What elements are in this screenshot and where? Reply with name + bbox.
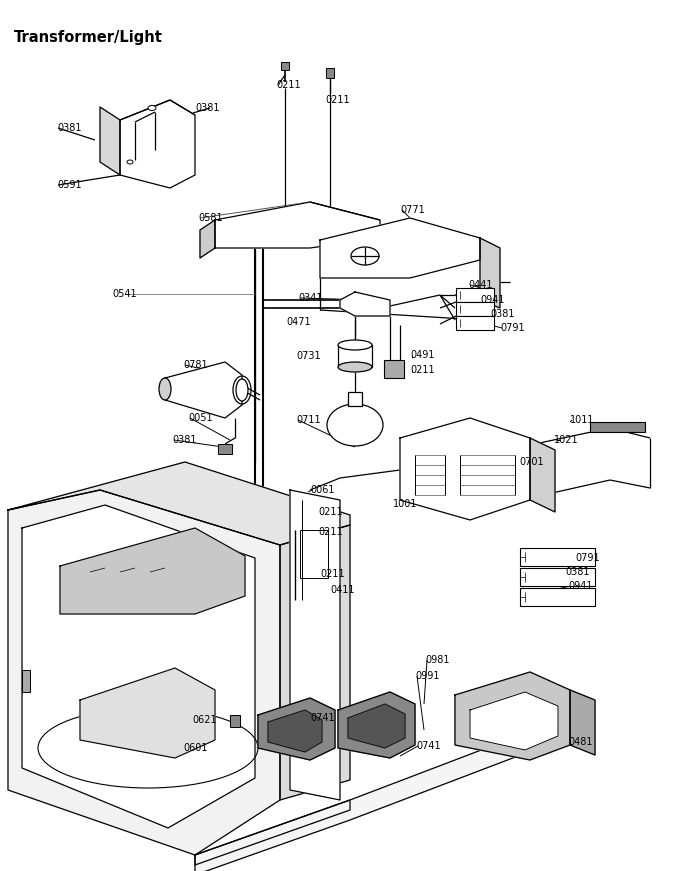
Bar: [22, 670, 30, 692]
Text: 0381: 0381: [195, 103, 220, 113]
Polygon shape: [320, 218, 480, 278]
Bar: [456, 302, 494, 316]
Bar: [230, 715, 240, 727]
Polygon shape: [338, 692, 415, 758]
Text: 0051: 0051: [188, 413, 213, 423]
Text: 0381: 0381: [172, 435, 197, 445]
Polygon shape: [258, 698, 335, 760]
Text: 0941: 0941: [480, 295, 505, 305]
Polygon shape: [100, 107, 120, 175]
Text: 1011: 1011: [570, 415, 594, 425]
Text: 0981: 0981: [425, 655, 449, 665]
Text: 0491: 0491: [410, 350, 435, 360]
Polygon shape: [340, 292, 390, 316]
Text: 0731: 0731: [296, 351, 321, 361]
Text: 0211: 0211: [276, 80, 301, 90]
Polygon shape: [8, 462, 350, 545]
Bar: [281, 62, 289, 70]
Bar: [384, 360, 404, 378]
Bar: [348, 392, 362, 406]
Ellipse shape: [148, 105, 156, 111]
Text: 0771: 0771: [400, 205, 425, 215]
Polygon shape: [400, 418, 530, 520]
Polygon shape: [530, 438, 555, 512]
Text: 0341: 0341: [298, 293, 322, 303]
Ellipse shape: [351, 247, 379, 265]
Text: 0211: 0211: [318, 507, 343, 517]
Text: 0381: 0381: [565, 567, 590, 577]
Polygon shape: [60, 528, 245, 614]
Text: 0941: 0941: [568, 581, 592, 591]
Text: 1021: 1021: [554, 435, 579, 445]
Bar: [590, 422, 645, 432]
Text: 0411: 0411: [330, 585, 354, 595]
Text: 0621: 0621: [192, 715, 217, 725]
Bar: [326, 68, 334, 78]
Text: 0741: 0741: [310, 713, 335, 723]
Text: 0381: 0381: [490, 309, 515, 319]
Text: 0211: 0211: [410, 365, 435, 375]
Ellipse shape: [236, 379, 248, 401]
Text: Transformer/Light: Transformer/Light: [14, 30, 163, 45]
Text: 0701: 0701: [519, 457, 543, 467]
Text: 0601: 0601: [183, 743, 207, 753]
Bar: [456, 316, 494, 330]
Text: 0781: 0781: [183, 360, 207, 370]
Text: 0741: 0741: [416, 741, 441, 751]
Polygon shape: [120, 100, 195, 188]
Polygon shape: [22, 505, 255, 828]
Text: 0471: 0471: [286, 317, 311, 327]
Polygon shape: [290, 490, 340, 800]
Polygon shape: [348, 704, 405, 748]
Text: 0591: 0591: [57, 180, 82, 190]
Text: 0441: 0441: [468, 280, 492, 290]
Polygon shape: [268, 710, 322, 752]
Polygon shape: [8, 490, 280, 855]
Ellipse shape: [338, 340, 372, 350]
Polygon shape: [200, 220, 215, 258]
Text: 1001: 1001: [393, 499, 418, 509]
Text: 0381: 0381: [57, 123, 82, 133]
Polygon shape: [470, 692, 558, 750]
Bar: [300, 530, 328, 578]
Bar: [520, 588, 595, 606]
Text: 0791: 0791: [500, 323, 525, 333]
Text: 0711: 0711: [296, 415, 321, 425]
Polygon shape: [165, 362, 242, 418]
Bar: [520, 568, 595, 586]
Polygon shape: [195, 800, 350, 865]
Polygon shape: [455, 672, 570, 760]
Ellipse shape: [338, 362, 372, 372]
Text: 0211: 0211: [320, 569, 345, 579]
Bar: [338, 345, 372, 367]
Polygon shape: [215, 202, 380, 248]
Polygon shape: [480, 238, 500, 308]
Bar: [456, 288, 494, 302]
Bar: [520, 548, 595, 566]
Text: 0791: 0791: [575, 553, 600, 563]
Polygon shape: [280, 525, 350, 800]
Polygon shape: [80, 668, 215, 758]
Text: 0541: 0541: [112, 289, 137, 299]
Text: 0211: 0211: [318, 527, 343, 537]
Text: 0481: 0481: [568, 737, 592, 747]
Bar: [218, 444, 232, 454]
Text: 0061: 0061: [310, 485, 335, 495]
Ellipse shape: [327, 404, 383, 446]
Text: 0991: 0991: [415, 671, 439, 681]
Polygon shape: [570, 690, 595, 755]
Ellipse shape: [159, 378, 171, 400]
Text: 0211: 0211: [325, 95, 350, 105]
Polygon shape: [195, 720, 560, 871]
Text: 0581: 0581: [198, 213, 222, 223]
Ellipse shape: [127, 160, 133, 164]
